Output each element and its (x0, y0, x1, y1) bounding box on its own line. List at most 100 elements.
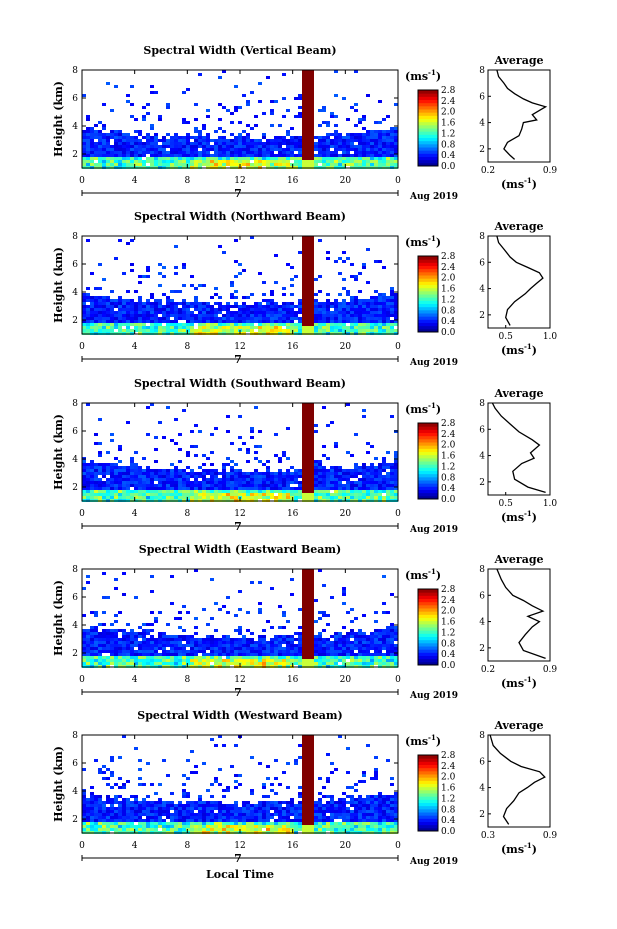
heatmap-cell (230, 329, 234, 332)
heatmap-cell (146, 825, 150, 828)
heatmap-cell (290, 302, 294, 305)
heatmap-cell (326, 623, 330, 626)
heatmap-cell (290, 308, 294, 311)
heatmap-cell (226, 487, 230, 490)
heatmap-cell (306, 302, 310, 305)
heatmap-cell (102, 487, 106, 490)
heatmap-cell (86, 828, 90, 831)
heatmap-cell (222, 493, 226, 496)
heatmap-cell (142, 151, 146, 154)
heatmap-cell (234, 490, 238, 493)
heatmap-cell (342, 299, 346, 302)
heatmap-cell (150, 575, 154, 578)
heatmap-cell (378, 466, 382, 469)
heatmap-cell (274, 487, 278, 490)
heatmap-cell (130, 163, 134, 166)
heatmap-cell (138, 487, 142, 490)
heatmap-cell (362, 484, 366, 487)
heatmap-cell (158, 656, 162, 659)
heatmap-cell (270, 475, 274, 478)
colorbar-tick-label: 2.4 (441, 430, 456, 440)
heatmap-cell (182, 145, 186, 148)
heatmap-cell (386, 311, 390, 314)
heatmap-cell (342, 154, 346, 157)
heatmap-cell (242, 323, 246, 326)
heatmap-cell (190, 157, 194, 160)
average-x-label: (ms-1) (501, 509, 537, 524)
heatmap-cell (134, 323, 138, 326)
heatmap-cell (274, 157, 278, 160)
heatmap-cell (202, 496, 206, 499)
heatmap-cell (342, 157, 346, 160)
heatmap-cell (386, 466, 390, 469)
heatmap-cell (238, 106, 242, 109)
heatmap-cell (350, 659, 354, 662)
heatmap-cell (90, 626, 94, 629)
heatmap-cell (322, 154, 326, 157)
heatmap-cell (226, 142, 230, 145)
heatmap-cell (134, 641, 138, 644)
heatmap-cell (210, 635, 214, 638)
heatmap-cell (326, 299, 330, 302)
heatmap-cell (298, 641, 302, 644)
heatmap-cell (282, 662, 286, 665)
heatmap-cell (142, 629, 146, 632)
heatmap-cell (270, 290, 274, 293)
heatmap-cell (314, 599, 318, 602)
heatmap-cell (102, 825, 106, 828)
heatmap-cell (114, 163, 118, 166)
heatmap-cell (374, 490, 378, 493)
heatmap-cell (358, 329, 362, 332)
heatmap-cell (178, 139, 182, 142)
heatmap-cell (350, 620, 354, 623)
heatmap-cell (126, 493, 130, 496)
heatmap-cell (394, 626, 398, 629)
heatmap-cell (130, 662, 134, 665)
heatmap-cell (142, 487, 146, 490)
heatmap-cell (326, 302, 330, 305)
heatmap-cell (362, 163, 366, 166)
heatmap-cell (206, 623, 210, 626)
heatmap-cell (322, 656, 326, 659)
heatmap-cell (174, 493, 178, 496)
heatmap-cell (258, 475, 262, 478)
heatmap-cell (370, 478, 374, 481)
colorbar-step (418, 300, 438, 304)
colorbar-unit-exp: -1 (428, 234, 436, 243)
heatmap-cell (366, 481, 370, 484)
heatmap-cell (174, 617, 178, 620)
heatmap-cell (290, 320, 294, 323)
heatmap-cell (210, 311, 214, 314)
heatmap-cell (178, 484, 182, 487)
heatmap-cell (206, 457, 210, 460)
heatmap-cell (306, 641, 310, 644)
heatmap-cell (290, 142, 294, 145)
heatmap-cell (354, 493, 358, 496)
heatmap-cell (322, 475, 326, 478)
heatmap-cell (314, 638, 318, 641)
heatmap-cell (94, 478, 98, 481)
heatmap-cell (250, 305, 254, 308)
heatmap-cell (386, 635, 390, 638)
heatmap-cell (194, 481, 198, 484)
heatmap-cell (174, 154, 178, 157)
heatmap-cell (366, 635, 370, 638)
colorbar-tick-label: 2.8 (441, 86, 456, 96)
heatmap-cell (338, 484, 342, 487)
heatmap-cell (314, 323, 318, 326)
heatmap-cell (302, 575, 306, 578)
heatmap-cell (186, 151, 190, 154)
heatmap-cell (82, 329, 86, 332)
heatmap-cell (242, 487, 246, 490)
heatmap-cell (242, 478, 246, 481)
heatmap-cell (282, 305, 286, 308)
heatmap-cell (90, 154, 94, 157)
heatmap-cell (158, 813, 162, 816)
heatmap-cell (226, 145, 230, 148)
heatmap-cell (378, 659, 382, 662)
heatmap-cell (386, 650, 390, 653)
heatmap-cell (222, 160, 226, 163)
heatmap-cell (146, 662, 150, 665)
heatmap-cell (158, 638, 162, 641)
heatmap-cell (302, 409, 306, 412)
